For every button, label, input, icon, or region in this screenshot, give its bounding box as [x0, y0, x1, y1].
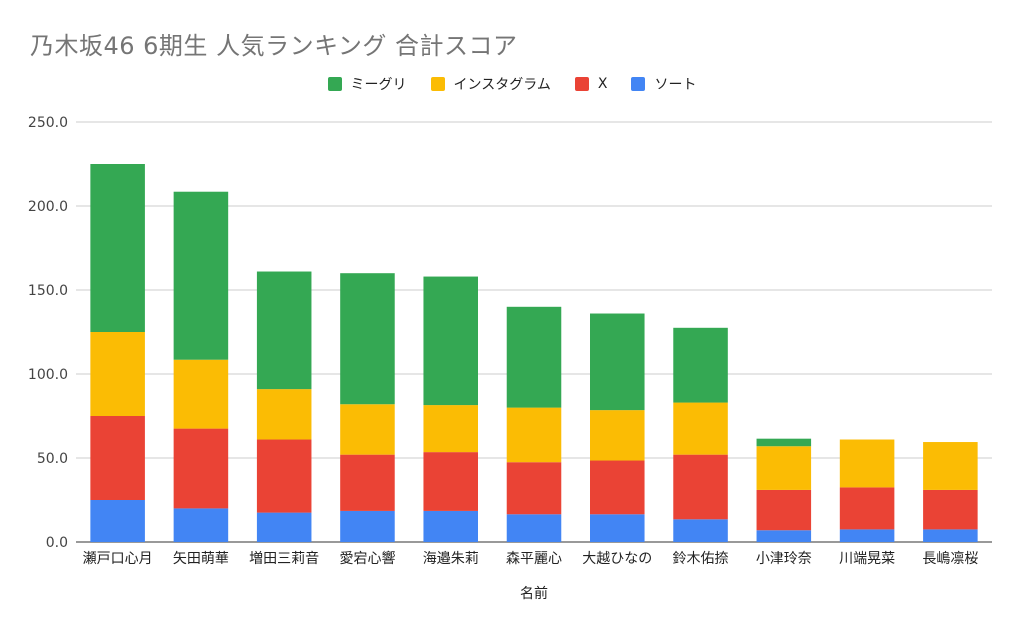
legend-item-x: X [574, 74, 608, 94]
bar-segment [506, 514, 562, 542]
bar-segment [506, 462, 562, 515]
x-tick-label: 矢田萌華 [173, 551, 229, 567]
bar-segment [423, 510, 478, 542]
x-tick-label: 鈴木佑捺 [673, 551, 729, 567]
bar-segment [256, 271, 312, 390]
bar-segment [90, 500, 145, 542]
bar-segment [173, 191, 229, 360]
bar-segment [256, 439, 312, 513]
x-axis-title: 名前 [520, 585, 548, 602]
bar-segment [673, 519, 728, 542]
bar-segment [923, 442, 978, 490]
y-tick-label: 200.0 [28, 199, 68, 215]
bar-segment [839, 439, 895, 488]
bar-segment [90, 164, 145, 332]
y-tick-label: 250.0 [28, 115, 68, 131]
bar-segment [423, 405, 478, 453]
bar-segment [590, 460, 645, 515]
y-tick-label: 50.0 [37, 451, 68, 467]
y-tick-label: 100.0 [28, 367, 68, 383]
bar-segment [173, 359, 229, 429]
legend-label-sort: ソート [654, 77, 697, 93]
bar-segment [256, 512, 312, 542]
bar-segment [90, 416, 145, 500]
bar-segment [423, 276, 478, 406]
legend-swatch-instagram [430, 77, 445, 91]
bar-segment [340, 404, 395, 455]
x-tick-label: 愛宕心響 [339, 550, 395, 567]
legend-swatch-sort [631, 77, 646, 91]
chart-legend: ミーグリ インスタグラム X ソート [0, 74, 1024, 94]
bar-segment [423, 452, 478, 511]
legend-label-x: X [597, 76, 608, 92]
bar-segment [173, 508, 229, 542]
bar-segment [673, 402, 728, 455]
bar-segment [340, 273, 395, 405]
bar-segment [756, 446, 812, 490]
x-tick-label: 川端晃菜 [839, 551, 895, 567]
bar-segment [673, 327, 728, 403]
bar-segment [839, 487, 895, 530]
bar-segment [506, 407, 562, 463]
x-tick-label: 増田三莉音 [249, 550, 319, 567]
bar-segment [256, 389, 312, 440]
legend-label-meeguri: ミーグリ [350, 77, 407, 93]
bar-segment [590, 410, 645, 461]
bar-segment [673, 454, 728, 520]
bar-segment [340, 454, 395, 511]
bar-segment [756, 530, 812, 542]
legend-label-instagram: インスタグラム [453, 77, 551, 93]
x-tick-label: 長嶋凛桜 [922, 550, 978, 567]
bar-segment [590, 313, 645, 411]
bar-segment [340, 510, 395, 542]
bar-segment [839, 529, 895, 542]
legend-swatch-x [574, 77, 589, 91]
bar-segment [173, 428, 229, 509]
bar-segment [923, 489, 978, 530]
x-tick-label: 小津玲奈 [756, 551, 812, 567]
bar-segment [90, 332, 145, 416]
legend-item-instagram: インスタグラム [430, 74, 551, 94]
legend-item-sort: ソート [631, 74, 696, 94]
y-tick-label: 150.0 [28, 283, 68, 299]
x-tick-label: 森平麗心 [506, 551, 562, 567]
bar-segment [756, 489, 812, 531]
x-tick-label: 大越ひなの [582, 551, 652, 567]
x-tick-label: 瀬戸口心月 [83, 551, 153, 567]
y-tick-label: 0.0 [46, 535, 68, 551]
bar-segment [923, 529, 978, 542]
bar-segment [506, 306, 562, 408]
chart-title: 乃木坂46 6期生 人気ランキング 合計スコア [30, 32, 518, 60]
legend-item-meeguri: ミーグリ [327, 74, 407, 94]
x-tick-label: 海邉朱莉 [423, 551, 479, 567]
bar-segment [590, 514, 645, 542]
bar-segment [756, 438, 812, 447]
legend-swatch-meeguri [327, 77, 342, 91]
